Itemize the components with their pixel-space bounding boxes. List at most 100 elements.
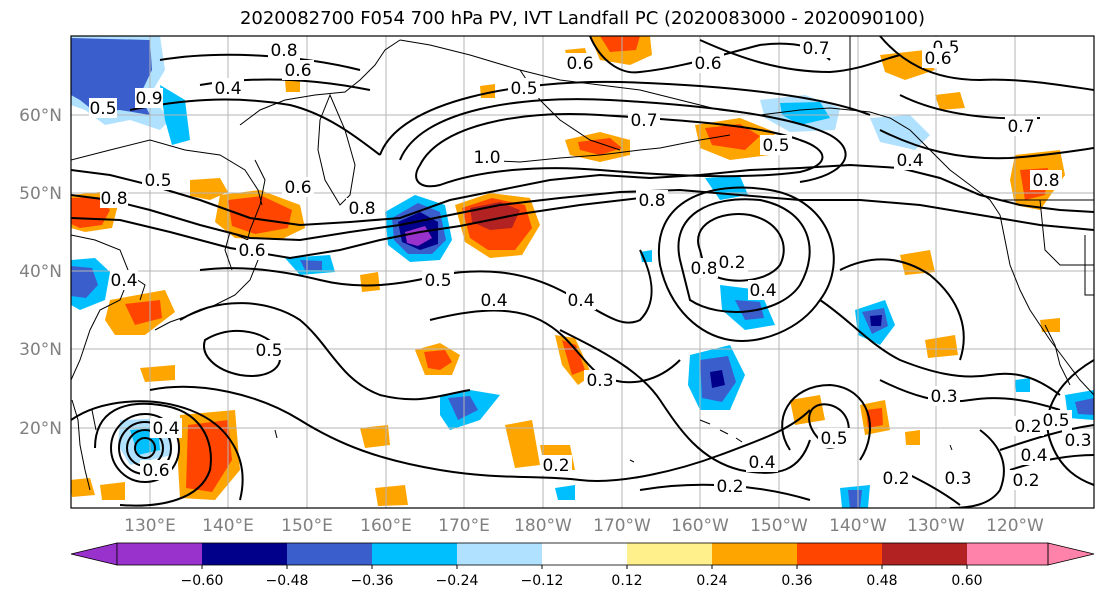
lat-label: 50°N xyxy=(19,184,62,204)
colorbar-tick-label: −0.60 xyxy=(181,573,224,589)
svg-text:0.4: 0.4 xyxy=(748,453,775,473)
contour-label: 0.5 xyxy=(508,78,540,99)
svg-text:0.5: 0.5 xyxy=(762,136,789,156)
svg-text:0.4: 0.4 xyxy=(480,291,507,311)
latitude-labels: 60°N 50°N 40°N 30°N 20°N xyxy=(19,106,62,439)
map-frame xyxy=(70,35,1095,509)
colorbar-segment xyxy=(287,543,372,565)
colorbar-tick-label: −0.48 xyxy=(266,573,309,589)
contour-label: 0.6 xyxy=(564,53,596,74)
lon-label: 160°W xyxy=(671,516,729,536)
colorbar-segment xyxy=(542,543,627,565)
svg-text:0.4: 0.4 xyxy=(749,281,776,301)
contour-label: 0.2 xyxy=(1010,470,1042,491)
lat-label: 30°N xyxy=(19,340,62,360)
svg-text:0.5: 0.5 xyxy=(820,429,847,449)
colorbar-segment xyxy=(712,543,797,565)
svg-text:0.6: 0.6 xyxy=(694,54,721,74)
svg-text:0.6: 0.6 xyxy=(142,461,169,481)
contour-label: 0.8 xyxy=(1030,170,1062,191)
svg-text:0.8: 0.8 xyxy=(348,199,375,219)
contour-label: 0.5 xyxy=(818,428,850,449)
colorbar-segment xyxy=(457,543,542,565)
svg-text:1.0: 1.0 xyxy=(473,148,500,168)
contour-label: 0.4 xyxy=(478,290,510,311)
map-title: 2020082700 F054 700 hPa PV, IVT Landfall… xyxy=(239,8,926,29)
contour-label: 0.4 xyxy=(150,418,182,439)
svg-text:0.2: 0.2 xyxy=(716,477,743,497)
colorbar-tick-label: 0.36 xyxy=(781,573,812,589)
lon-label: 160°E xyxy=(360,516,412,536)
lon-label: 170°W xyxy=(593,516,651,536)
lon-label: 130°W xyxy=(907,516,965,536)
contour-label: 0.2 xyxy=(714,476,746,497)
contour-label: 0.4 xyxy=(110,270,138,291)
svg-text:0.2: 0.2 xyxy=(882,469,909,489)
colorbar-segment xyxy=(627,543,712,565)
colorbar-segment xyxy=(372,543,457,565)
lon-label: 150°W xyxy=(750,516,808,536)
contour-label: 0.3 xyxy=(1062,430,1094,451)
contour-label: 1.0 xyxy=(470,147,504,168)
contour-label: 0.4 xyxy=(212,78,244,99)
lon-label: 150°E xyxy=(281,516,333,536)
svg-text:0.7: 0.7 xyxy=(630,111,657,131)
colorbar-tick-label: −0.12 xyxy=(521,573,564,589)
contour-label: 0.2 xyxy=(880,468,912,489)
svg-text:0.4: 0.4 xyxy=(152,419,179,439)
svg-text:0.4: 0.4 xyxy=(1020,446,1047,466)
ivt-pc-contours xyxy=(71,36,1094,508)
svg-text:0.7: 0.7 xyxy=(802,39,829,59)
svg-text:0.6: 0.6 xyxy=(284,61,311,81)
lon-label: 120°W xyxy=(986,516,1044,536)
contour-label: 0.5 xyxy=(142,170,174,191)
contour-label: 0.6 xyxy=(236,240,268,261)
svg-text:0.3: 0.3 xyxy=(586,371,613,391)
contour-label: 0.2 xyxy=(716,252,748,273)
colorbar-segment xyxy=(117,543,202,565)
svg-text:0.4: 0.4 xyxy=(896,151,923,171)
svg-text:0.7: 0.7 xyxy=(1007,117,1034,137)
contour-label: 0.4 xyxy=(566,290,596,311)
svg-text:0.6: 0.6 xyxy=(566,54,593,74)
colorbar-extend-low xyxy=(70,542,118,566)
colorbar-tick-label: −0.24 xyxy=(436,573,479,589)
svg-text:0.8: 0.8 xyxy=(690,259,717,279)
svg-text:0.5: 0.5 xyxy=(255,341,282,361)
colorbar-segment xyxy=(797,543,882,565)
colorbar-segment xyxy=(882,543,967,565)
colorbar-segment xyxy=(967,543,1048,565)
contour-label: 0.6 xyxy=(282,60,314,81)
svg-text:0.3: 0.3 xyxy=(930,387,957,407)
svg-text:0.5: 0.5 xyxy=(510,79,537,99)
svg-text:0.6: 0.6 xyxy=(238,241,265,261)
svg-text:0.4: 0.4 xyxy=(214,79,241,99)
contour-label: 0.7 xyxy=(1005,116,1037,137)
contour-label: 0.3 xyxy=(928,386,960,407)
colorbar-tick-label: 0.48 xyxy=(866,573,897,589)
lon-label: 180°W xyxy=(514,516,572,536)
contour-label: 0.9 xyxy=(135,88,163,109)
contour-label: 0.8 xyxy=(636,190,668,211)
svg-text:0.5: 0.5 xyxy=(424,271,451,291)
lat-label: 40°N xyxy=(19,262,62,282)
contour-label: 0.8 xyxy=(268,40,300,61)
colorbar-tick-label: 0.12 xyxy=(611,573,642,589)
contour-label: 0.8 xyxy=(690,258,718,279)
svg-text:0.8: 0.8 xyxy=(638,191,665,211)
svg-text:0.8: 0.8 xyxy=(100,189,127,209)
svg-text:0.6: 0.6 xyxy=(284,178,311,198)
colorbar-tick-label: 0.60 xyxy=(951,573,982,589)
svg-text:0.5: 0.5 xyxy=(1042,411,1069,431)
lat-label: 20°N xyxy=(19,419,62,439)
colorbar-extend-high xyxy=(1047,542,1095,566)
contour-label: 0.4 xyxy=(748,280,778,301)
svg-text:0.3: 0.3 xyxy=(944,469,971,489)
svg-text:0.2: 0.2 xyxy=(1012,471,1039,491)
svg-text:0.2: 0.2 xyxy=(542,456,569,476)
svg-text:0.2: 0.2 xyxy=(718,253,745,273)
svg-text:0.4: 0.4 xyxy=(567,291,594,311)
lon-label: 170°E xyxy=(438,516,490,536)
contour-label: 0.5 xyxy=(89,98,117,119)
